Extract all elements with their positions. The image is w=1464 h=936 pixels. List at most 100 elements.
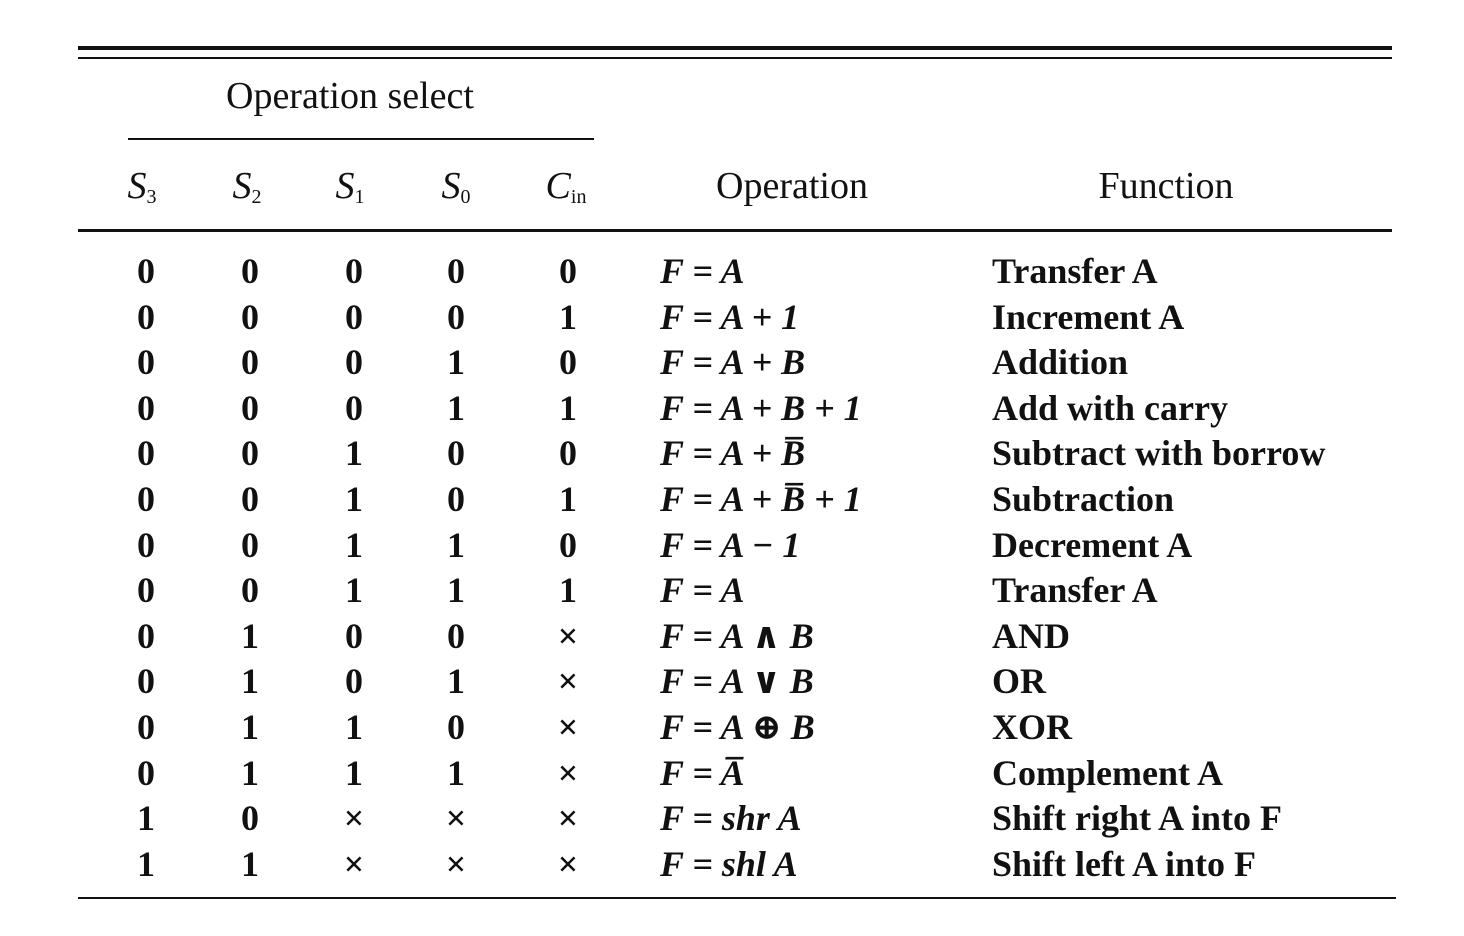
header-cin: Cin [545, 165, 587, 208]
cell-s0: × [445, 843, 467, 884]
cell-operation: F = shr A [660, 798, 802, 839]
cell-s2: 0 [241, 479, 259, 519]
cell-s2: 0 [241, 570, 259, 611]
cell-s1: × [343, 843, 365, 884]
cell-s1: 0 [345, 342, 363, 383]
cell-s3: 0 [137, 661, 155, 702]
cell-operation: F = A + B̅ [660, 433, 806, 474]
cell-operation: F = A + B̅ + 1 [660, 479, 862, 519]
cell-s3: 1 [137, 843, 155, 884]
cell-s1: 1 [345, 433, 363, 474]
cell-s0: 1 [447, 661, 465, 702]
cell-s3: 0 [137, 342, 155, 383]
bottom-rule [78, 897, 1396, 899]
cell-function: Increment A [992, 296, 1185, 337]
cell-s3: 0 [137, 433, 155, 474]
cell-s2: 1 [241, 843, 259, 884]
cell-function: Shift right A into F [992, 798, 1283, 839]
cell-s2: 0 [241, 433, 259, 474]
cell-operation: F = A + B [660, 342, 806, 383]
header-function: Function [1098, 165, 1234, 207]
header-s2: S2 [232, 165, 262, 208]
cell-operation: F = A [660, 570, 745, 611]
cell-operation: F = A ∧ B [660, 615, 814, 656]
cell-operation: F = shl A [660, 843, 798, 884]
cell-s1: 0 [345, 615, 363, 656]
cell-s2: 1 [241, 661, 259, 702]
cell-s1: 0 [345, 387, 363, 428]
cell-s3: 1 [137, 798, 155, 839]
cell-function: Transfer A [992, 570, 1158, 611]
table-row: 0 0 0 1 1 F = A + B + 1 Add with carry [0, 386, 1464, 431]
cell-function: Transfer A [992, 251, 1158, 291]
cell-operation: F = A [660, 251, 745, 291]
cell-s3: 0 [137, 296, 155, 337]
cell-s1: 1 [345, 570, 363, 611]
cell-s1: × [343, 798, 365, 839]
cell-s2: 0 [241, 387, 259, 428]
cell-s2: 1 [241, 707, 259, 747]
cell-s0: 0 [447, 479, 465, 519]
cell-function: Subtraction [992, 479, 1175, 519]
cell-cin: × [557, 707, 579, 747]
cell-cin: 1 [559, 387, 577, 428]
cell-s1: 1 [345, 752, 363, 793]
cell-s2: 0 [241, 251, 259, 291]
cell-cin: 1 [559, 296, 577, 337]
header-rule [78, 229, 1392, 232]
cell-s2: 0 [241, 296, 259, 337]
cell-cin: 1 [559, 570, 577, 611]
cell-function: XOR [992, 707, 1072, 747]
cell-s2: 0 [241, 524, 259, 565]
table-row: 0 1 1 1 × F = A̅ Complement A [0, 751, 1464, 796]
cell-s0: 0 [447, 433, 465, 474]
cell-s0: 1 [447, 524, 465, 565]
header-s3: S3 [127, 165, 157, 208]
cell-s1: 0 [345, 661, 363, 702]
cell-s2: 1 [241, 615, 259, 656]
cell-function: OR [992, 661, 1046, 702]
table-row: 0 0 0 0 0 F = A Transfer A [0, 249, 1464, 294]
cell-s3: 0 [137, 752, 155, 793]
table-row: 0 1 1 0 × F = A ⊕ B XOR [0, 705, 1464, 750]
cell-cin: 0 [559, 524, 577, 565]
cell-operation: F = A ⊕ B [660, 707, 815, 747]
cell-cin: × [557, 661, 579, 702]
cell-s0: 1 [447, 387, 465, 428]
cell-s0: 0 [447, 707, 465, 747]
cell-function: Complement A [992, 752, 1223, 793]
cell-function: Addition [992, 342, 1129, 383]
operation-select-group-header: Operation select [226, 75, 474, 117]
cell-s1: 0 [345, 251, 363, 291]
table-row: 0 0 1 0 1 F = A + B̅ + 1 Subtraction [0, 477, 1464, 522]
cell-s3: 0 [137, 707, 155, 747]
cell-cin: × [557, 798, 579, 839]
table-row: 0 1 0 0 × F = A ∧ B AND [0, 614, 1464, 659]
cell-s2: 1 [241, 752, 259, 793]
header-s0: S0 [441, 165, 471, 208]
table-row: 0 0 0 0 1 F = A + 1 Increment A [0, 295, 1464, 340]
cell-s1: 0 [345, 296, 363, 337]
cell-s0: 0 [447, 615, 465, 656]
cell-s3: 0 [137, 615, 155, 656]
top-double-rule-upper [78, 46, 1392, 50]
top-double-rule-lower [78, 57, 1392, 59]
cell-s3: 0 [137, 570, 155, 611]
table-row: 0 1 0 1 × F = A ∨ B OR [0, 659, 1464, 704]
cell-s0: 1 [447, 342, 465, 383]
cell-function: Add with carry [992, 387, 1228, 428]
cell-s0: 0 [447, 296, 465, 337]
cell-s0: 1 [447, 752, 465, 793]
cell-s3: 0 [137, 251, 155, 291]
table-row: 1 0 × × × F = shr A Shift right A into F [0, 796, 1464, 841]
cell-cin: 0 [559, 433, 577, 474]
table-row: 0 0 1 1 1 F = A Transfer A [0, 568, 1464, 613]
table-row: 0 0 1 1 0 F = A − 1 Decrement A [0, 523, 1464, 568]
table-row: 0 0 1 0 0 F = A + B̅ Subtract with borrow [0, 431, 1464, 476]
table-row: 0 0 0 1 0 F = A + B Addition [0, 340, 1464, 385]
operation-select-underline [128, 138, 594, 140]
cell-s0: 1 [447, 570, 465, 611]
cell-operation: F = A + 1 [660, 296, 800, 337]
cell-operation: F = A − 1 [660, 524, 801, 565]
cell-cin: × [557, 752, 579, 793]
